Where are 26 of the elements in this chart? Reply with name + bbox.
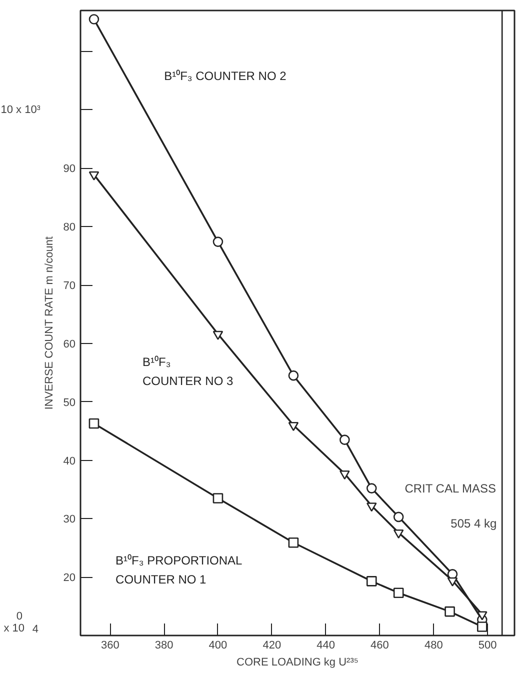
y-tick-label: 20 bbox=[63, 572, 76, 584]
y-tick-label: 80 bbox=[63, 222, 76, 234]
y-tick-label: 40 bbox=[63, 455, 76, 468]
y-tick-label: 60 bbox=[63, 338, 76, 350]
legend-label: B¹⁰F₃ PROPORTIONAL COUNTER NO 1 bbox=[116, 554, 243, 586]
x-tick-label: 400 bbox=[208, 640, 228, 652]
text: B¹⁰F₃ COUNTER NO 2 bbox=[164, 68, 287, 83]
text: CRIT CAL MASS 505 4 kg bbox=[404, 481, 497, 530]
x-tick-label: 420 bbox=[262, 640, 282, 652]
y-tick-label: 50 bbox=[63, 396, 76, 409]
x-tick-label: 440 bbox=[316, 640, 335, 652]
y-tick-label: 70 bbox=[63, 280, 76, 292]
text: 4 bbox=[32, 624, 39, 636]
series-label: B¹⁰F₃ COUNTER NO 3 bbox=[142, 355, 234, 388]
text: 10 x 10³ bbox=[0, 104, 41, 116]
y-tick-label: 30 bbox=[63, 514, 76, 526]
x-tick-label: 380 bbox=[154, 640, 174, 652]
x-tick-label: 480 bbox=[424, 640, 443, 652]
x-axis-title: CORE LOADING kg U²³⁵ bbox=[236, 656, 358, 668]
y-tick-label: 90 bbox=[63, 163, 76, 176]
x-tick-label: 460 bbox=[370, 640, 389, 652]
x-tick-label: 360 bbox=[100, 640, 120, 652]
text: x 10 bbox=[4, 622, 25, 634]
y-axis-title: INVERSE COUNT RATE m n/count bbox=[43, 236, 56, 410]
text: 0 bbox=[16, 610, 23, 622]
x-tick-label: 500 bbox=[478, 640, 497, 652]
